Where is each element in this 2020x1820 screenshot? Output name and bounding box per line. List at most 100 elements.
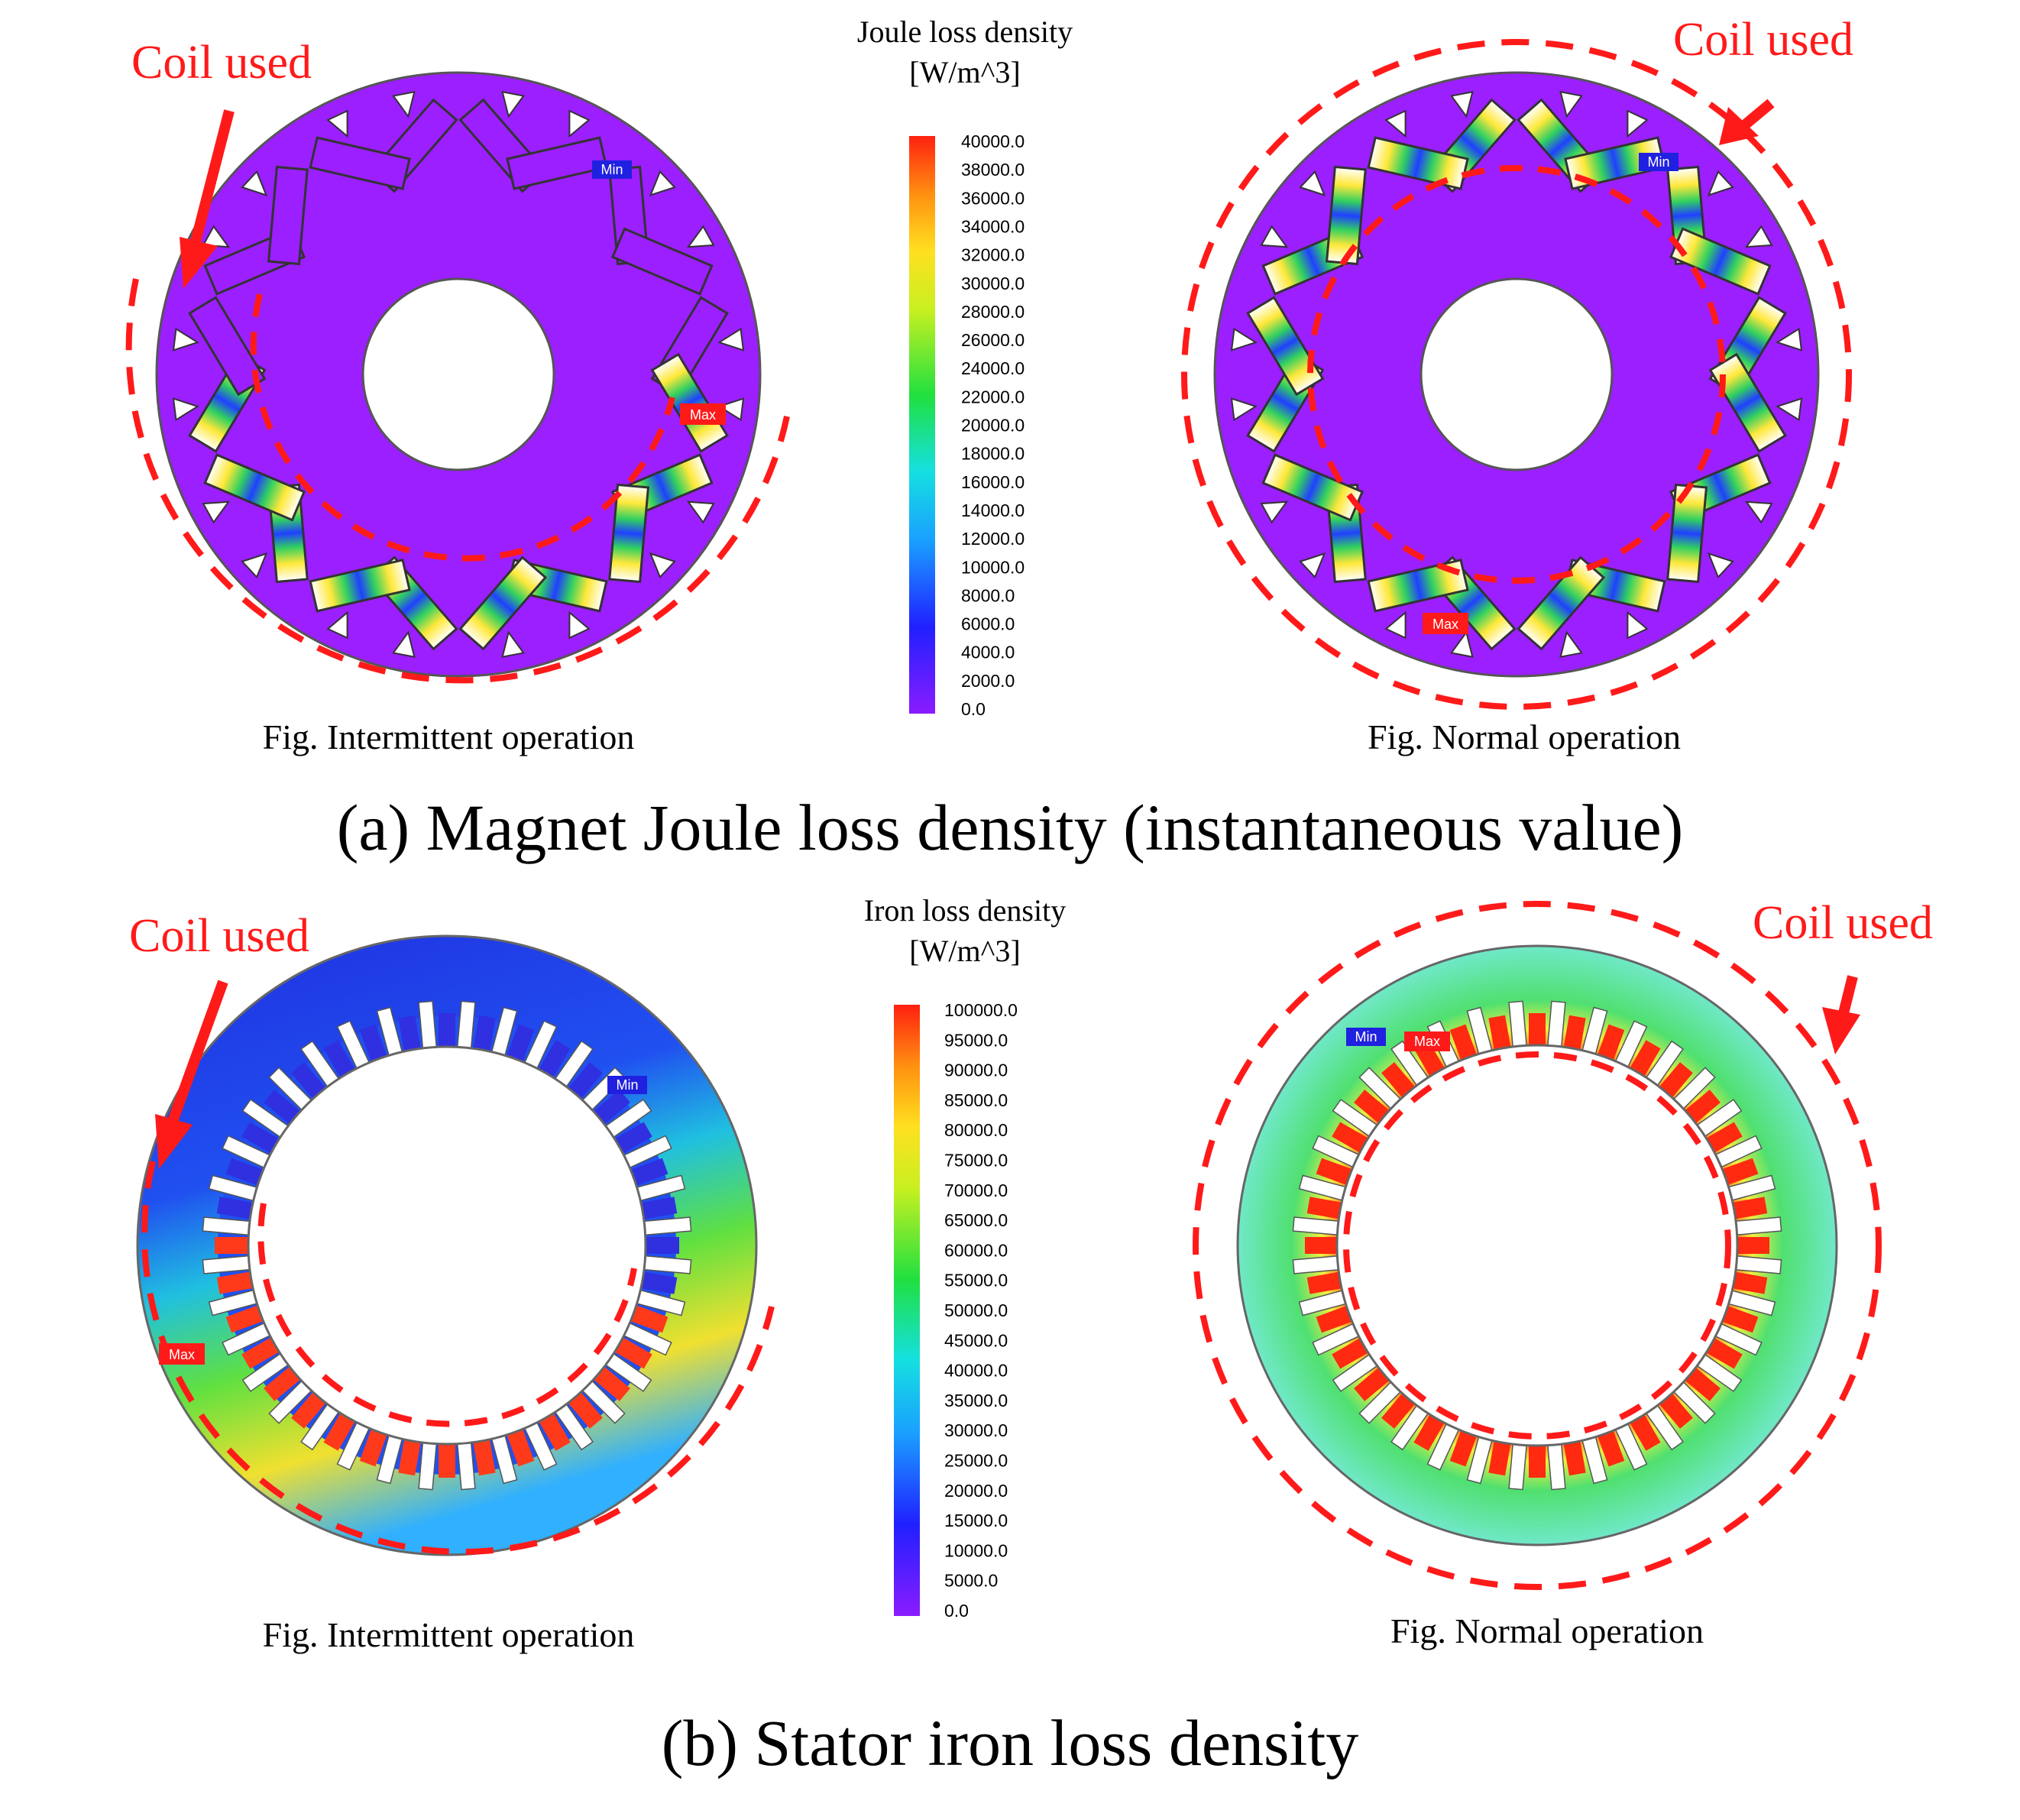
legend-tick-label: 16000.0 [961,472,1025,492]
legend-tick-label: 65000.0 [944,1210,1008,1230]
flux-barrier [1559,630,1583,659]
stator-tooth [1332,1337,1370,1369]
stator-tooth [1381,1062,1416,1099]
magnet-segment [458,555,548,651]
stator-tooth [1306,1271,1343,1294]
legend-a-ticks: 40000.0 38000.0 36000.0 34000.0 32000.0 30000… [961,131,1025,719]
stator-tooth [1563,1439,1586,1476]
flux-barrier [568,610,591,640]
coil-region-outer-circle [1181,39,1852,710]
svg-text:Min: Min [616,1077,638,1093]
legend-tick-label: 45000.0 [944,1330,1008,1350]
stator-slots [1292,1000,1782,1491]
svg-text:Max: Max [1432,617,1458,632]
min-tag: Min [1639,153,1678,171]
stator-tooth [1413,1413,1445,1451]
panel-a: Joule loss density [W/m^3] 40000.0 38000.… [125,14,1853,864]
callout-arrow-head [180,237,218,289]
stator-slots [202,1000,692,1491]
stator-tooth [1316,1305,1354,1333]
legend-tick-label: 32000.0 [961,245,1025,265]
legend-tick-label: 40000.0 [961,131,1025,151]
flux-barrier [392,90,416,118]
stator-tooth [264,1090,300,1125]
svg-text:Min: Min [1355,1029,1377,1044]
max-tag: Max [1423,613,1468,634]
rotor-normal: Max Min Coil used Fig. Normal operation [1181,14,1853,756]
stator-tooth [1629,1040,1661,1078]
flux-barrier [568,109,591,138]
figure-caption: Fig. Intermittent operation [263,717,635,756]
rotor-magnet-slots [1230,90,1803,659]
flux-barrier [202,500,231,524]
flux-barrier [1384,109,1407,138]
stator-tooth [594,1366,630,1401]
stator-tooth [614,1337,652,1369]
legend-a-colorbar [909,136,935,714]
coil-used-label: Coil used [1673,14,1853,66]
legend-b-title: Iron loss density [864,893,1066,928]
coil-region-outer-arc [141,1161,775,1555]
legend-b-unit: [W/m^3] [909,934,1020,968]
stator-tooth [568,1062,603,1099]
stator-tooth [630,1158,668,1186]
section-caption-b: (b) Stator iron loss density [662,1706,1359,1780]
magnet-segment [188,296,267,397]
flux-barrier [1744,500,1773,524]
stator-tooth [614,1122,652,1154]
legend-tick-label: 28000.0 [961,302,1025,322]
stator-tooth [1332,1122,1370,1154]
legend-tick-label: 50000.0 [944,1300,1008,1320]
stator-tooth [1684,1090,1721,1125]
legend-tick-label: 25000.0 [944,1451,1008,1471]
figure-caption: Fig. Normal operation [1368,717,1681,756]
flux-barrier [649,552,676,579]
legend-tick-label: 10000.0 [944,1540,1008,1560]
stator-tooth [646,1237,679,1254]
svg-text:Max: Max [169,1347,195,1362]
callout-arrow-shaft [1740,99,1775,131]
stator-tooth [439,1444,455,1478]
stator-tooth [1354,1366,1390,1401]
legend-tick-label: 30000.0 [944,1420,1008,1440]
stator-tooth [507,1024,535,1062]
rotor-magnet-slots [172,90,745,659]
legend-tick-label: 8000.0 [961,585,1015,605]
legend-tick-label: 6000.0 [961,614,1015,634]
flux-barrier [1627,109,1649,138]
magnet-segment [506,136,608,190]
magnet-segment [1367,559,1469,613]
stator-tooth [507,1429,535,1467]
flux-barrier [326,610,348,640]
stator-tooth [1658,1392,1693,1429]
stator-bore [247,1045,647,1446]
flux-barrier [1299,552,1326,579]
stator-tooth [359,1429,387,1467]
flux-barrier [172,397,199,422]
callout-arrow-head [1719,107,1759,145]
rotor-bore [1420,277,1614,471]
flux-barrier [241,552,268,579]
stator-bore [1335,1044,1739,1447]
flux-barrier [1776,397,1803,422]
stator-tooth [1488,1015,1511,1051]
legend-tick-label: 85000.0 [944,1090,1008,1110]
legend-tick-label: 10000.0 [961,557,1025,577]
legend-tick-label: 80000.0 [944,1120,1008,1140]
legend-tick-label: 5000.0 [944,1571,998,1591]
max-tag: Max [159,1343,205,1365]
stator-tooth [241,1122,280,1154]
magnet-segment [1564,136,1666,190]
stator-tooth [1731,1271,1768,1294]
flux-barrier [1450,90,1474,118]
flux-barrier [1299,170,1326,196]
figure-caption: Fig. Normal operation [1390,1611,1704,1650]
legend-b-colorbar [894,1005,920,1616]
panel-b: Iron loss density [W/m^3] 100000.0 95000.… [129,893,1933,1780]
stator-tooth [1381,1392,1416,1429]
legend-b-ticks: 100000.0 95000.0 90000.0 85000.0 80000.0 7500… [944,1000,1018,1621]
flux-barrier [1260,500,1289,524]
magnet-segment [1246,296,1325,397]
legend-tick-label: 34000.0 [961,216,1025,236]
legend-tick-label: 26000.0 [961,330,1025,350]
